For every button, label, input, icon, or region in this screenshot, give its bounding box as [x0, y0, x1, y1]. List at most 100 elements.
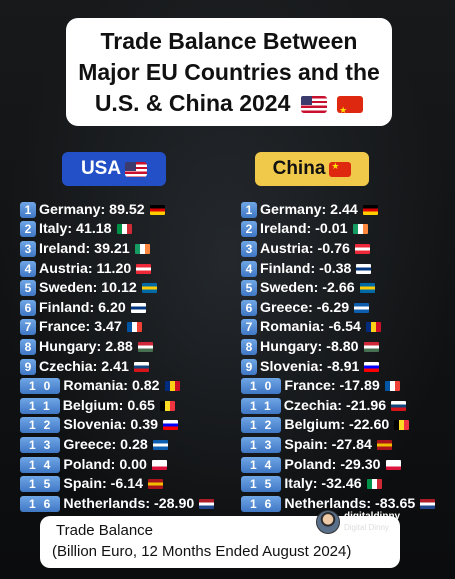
usa-row: 12 Slovenia: 0.39: [20, 416, 214, 436]
rank-number-badge: 10: [241, 378, 282, 395]
rank-number-badge: 7: [241, 319, 257, 336]
usa-header-badge: USA: [62, 152, 166, 186]
china-row-text: Greece: -6.29: [260, 299, 350, 316]
brand-name: digitaldinny: [344, 511, 401, 522]
us-flag-icon: [300, 95, 327, 113]
country-flag-icon: [134, 243, 150, 254]
rank-number-badge: 1: [241, 201, 257, 218]
country-flag-icon: [420, 498, 436, 509]
country-flag-icon: [391, 400, 407, 411]
china-row-text: Finland: -0.38: [260, 260, 352, 277]
rank-number-badge: 3: [241, 240, 257, 257]
usa-row-text: Romania: 0.82: [63, 378, 160, 395]
rank-number-badge: 11: [20, 397, 60, 414]
china-row: 8 Hungary: -8.80: [241, 337, 435, 357]
country-flag-icon: [364, 361, 380, 372]
rank-number-badge: 4: [241, 260, 257, 277]
rank-number-badge: 4: [20, 260, 36, 277]
brand-subtitle: Digital Dinny: [344, 523, 389, 532]
rank-number-badge: 8: [20, 338, 36, 355]
country-flag-icon: [152, 439, 168, 450]
usa-row-text: Ireland: 39.21: [39, 240, 130, 257]
usa-row: 1 Germany: 89.52: [20, 200, 214, 220]
china-header-label: China: [272, 158, 326, 179]
country-flag-icon: [149, 204, 165, 215]
usa-row: 2 Italy: 41.18: [20, 220, 214, 240]
country-flag-icon: [130, 302, 146, 313]
rank-number-badge: 1: [20, 201, 36, 218]
china-row-text: Ireland: -0.01: [260, 221, 348, 238]
rank-number-badge: 9: [241, 358, 257, 375]
brand-text: digitaldinny Digital Dinny: [344, 511, 400, 533]
country-flag-icon: [356, 263, 372, 274]
usa-ranking-list: 1 Germany: 89.52 2 Italy: 41.18 3 Ireland: 39…: [20, 200, 215, 514]
china-row-text: Romania: -6.54: [260, 319, 361, 336]
china-ranking-list: 1 Germany: 2.44 2 Ireland: -0.01 3 Austria: -…: [241, 200, 436, 514]
china-row-text: France: -17.89: [284, 378, 380, 395]
usa-row-text: Italy: 41.18: [39, 221, 112, 238]
rank-number-badge: 12: [20, 417, 61, 434]
usa-row: 14 Poland: 0.00: [20, 455, 214, 475]
usa-row-text: Germany: 89.52: [39, 201, 145, 218]
rank-number-badge: 3: [20, 240, 36, 257]
usa-row: 11 Belgium: 0.65: [20, 396, 214, 416]
title-line-2: Major EU Countries and the: [78, 58, 380, 85]
china-row-text: Italy: -32.46: [284, 476, 362, 493]
rank-number-badge: 16: [241, 495, 282, 512]
usa-row-text: Belgium: 0.65: [62, 397, 155, 414]
china-row: 5 Sweden: -2.66: [241, 278, 435, 298]
china-row: 11 Czechia: -21.96: [241, 396, 435, 416]
country-flag-icon: [163, 420, 178, 431]
rank-number-badge: 13: [241, 436, 282, 453]
footer-note: Trade Balance (Billion Euro, 12 Months E…: [40, 516, 400, 568]
china-flag-icon: [329, 161, 352, 177]
usa-row-text: Netherlands: -28.90: [63, 495, 195, 512]
china-row: 6 Greece: -6.29: [241, 298, 435, 318]
rank-number-badge: 6: [241, 299, 257, 316]
rank-number-badge: 14: [20, 456, 61, 473]
country-flag-icon: [126, 322, 142, 333]
china-row-text: Germany: 2.44: [260, 201, 358, 218]
usa-row: 16 Netherlands: -28.90: [20, 494, 215, 514]
rank-number-badge: 6: [20, 299, 36, 316]
china-row-text: Slovenia: -8.91: [260, 358, 360, 375]
rank-number-badge: 13: [20, 436, 61, 453]
usa-row: 7 France: 3.47: [20, 318, 214, 338]
rank-number-badge: 14: [241, 456, 282, 473]
usa-row: 15 Spain: -6.14: [20, 474, 214, 494]
china-row: 13 Spain: -27.84: [241, 435, 435, 455]
country-flag-icon: [366, 479, 382, 490]
country-flag-icon: [394, 420, 410, 431]
china-row-text: Austria: -0.76: [260, 240, 350, 257]
country-flag-icon: [137, 341, 153, 352]
china-row-text: Hungary: -8.80: [260, 338, 359, 355]
country-flag-icon: [359, 283, 375, 294]
country-flag-icon: [151, 459, 167, 470]
china-row-text: Belgium: -22.60: [284, 417, 390, 434]
country-flag-icon: [365, 322, 381, 333]
china-row: 7 Romania: -6.54: [241, 318, 435, 338]
usa-row-text: Greece: 0.28: [63, 436, 148, 453]
country-flag-icon: [354, 243, 370, 254]
rank-number-badge: 2: [241, 221, 257, 238]
usa-row-text: Sweden: 10.12: [39, 280, 137, 297]
china-row: 1 Germany: 2.44: [241, 200, 435, 220]
country-flag-icon: [159, 400, 175, 411]
rank-number-badge: 12: [241, 417, 282, 434]
china-row-text: Poland: -29.30: [284, 456, 381, 473]
china-row: 14 Poland: -29.30: [241, 455, 435, 475]
country-flag-icon: [164, 381, 180, 392]
title-line-3: U.S. & China 2024: [94, 89, 291, 116]
china-row-text: Czechia: -21.96: [283, 397, 387, 414]
usa-row-text: France: 3.47: [39, 319, 122, 336]
country-flag-icon: [376, 439, 392, 450]
rank-number-badge: 15: [241, 476, 282, 493]
country-flag-icon: [199, 498, 215, 509]
usa-row-text: Poland: 0.00: [63, 456, 147, 473]
rank-number-badge: 10: [20, 378, 61, 395]
usa-row: 9 Czechia: 2.41: [20, 357, 214, 377]
country-flag-icon: [136, 263, 152, 274]
usa-row: 3 Ireland: 39.21: [20, 239, 214, 259]
footer-line-1: Trade Balance: [56, 522, 154, 539]
china-header-badge: China: [255, 152, 369, 186]
